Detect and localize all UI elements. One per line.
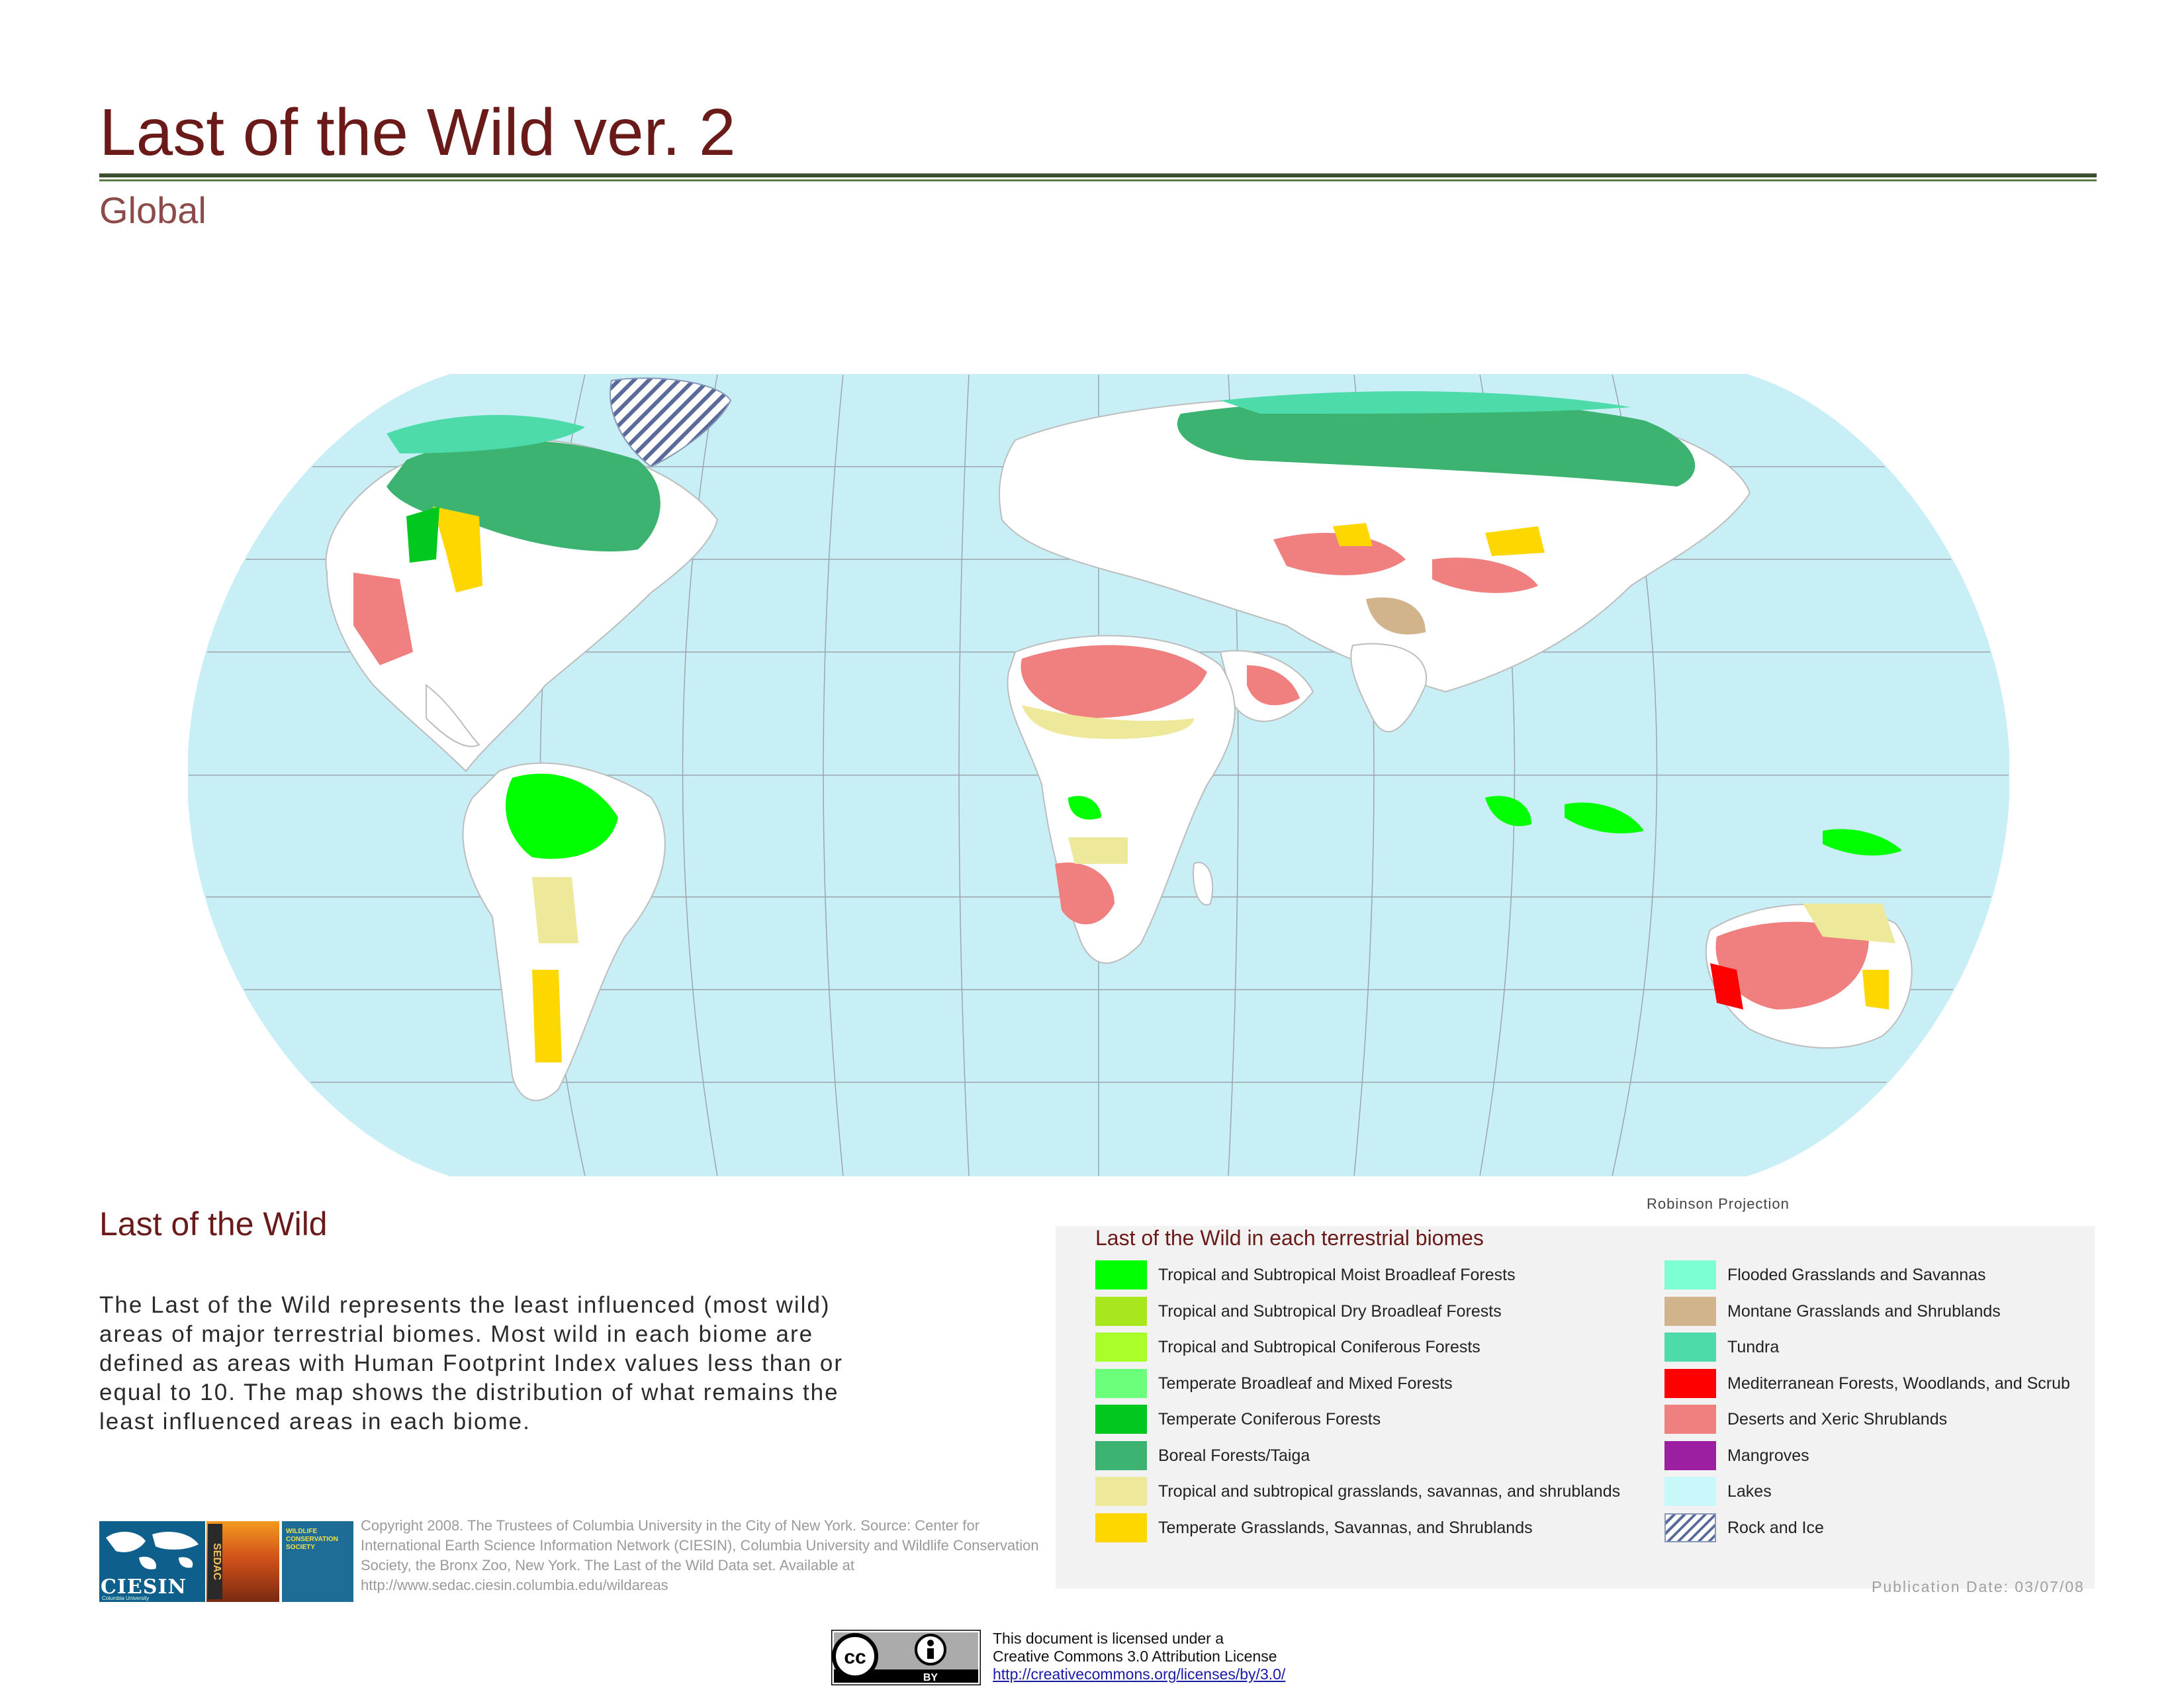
legend: Last of the Wild in each terrestrial bio… bbox=[1056, 1226, 2095, 1589]
greenland bbox=[610, 377, 732, 468]
sedac-logo: SEDAC bbox=[206, 1521, 279, 1602]
description-text: The Last of the Wild represents the leas… bbox=[99, 1292, 844, 1434]
legend-label: Temperate Broadleaf and Mixed Forests bbox=[1158, 1374, 1453, 1393]
legend-swatch bbox=[1095, 1260, 1147, 1289]
world-map-icon bbox=[106, 1531, 199, 1570]
legend-label: Deserts and Xeric Shrublands bbox=[1727, 1410, 1948, 1429]
wcs-logo: WILDLIFE CONSERVATION SOCIETY bbox=[282, 1521, 353, 1602]
legend-label: Tropical and Subtropical Coniferous Fore… bbox=[1158, 1338, 1480, 1356]
legend-swatch bbox=[1095, 1513, 1147, 1542]
publication-date: Publication Date: 03/07/08 bbox=[1872, 1578, 2085, 1595]
legend-swatch bbox=[1664, 1477, 1716, 1506]
wcs-wordmark: WILDLIFE CONSERVATION SOCIETY bbox=[286, 1528, 338, 1551]
legend-title: Last of the Wild in each terrestrial bio… bbox=[1095, 1226, 1484, 1250]
south-america bbox=[462, 762, 666, 1102]
legend-swatch bbox=[1664, 1260, 1716, 1289]
license-line-2: Creative Commons 3.0 Attribution License bbox=[993, 1648, 1277, 1665]
license-line-1: This document is licensed under a bbox=[993, 1630, 1224, 1647]
ciesin-wordmark: CIESIN bbox=[101, 1575, 187, 1599]
north-america bbox=[325, 414, 719, 773]
legend-swatch bbox=[1095, 1368, 1147, 1398]
title-rule bbox=[99, 173, 2097, 177]
africa bbox=[1007, 635, 1236, 964]
legend-label: Tropical and Subtropical Moist Broadleaf… bbox=[1158, 1266, 1516, 1284]
legend-label: Rock and Ice bbox=[1727, 1518, 1824, 1537]
creative-commons-badge[interactable]: cc BY bbox=[831, 1630, 981, 1685]
sedac-wordmark: SEDAC bbox=[208, 1524, 222, 1599]
copyright-text: Copyright 2008. The Trustees of Columbia… bbox=[361, 1517, 1039, 1593]
legend-label: Mangroves bbox=[1727, 1446, 1809, 1465]
legend-swatch bbox=[1664, 1513, 1716, 1542]
cc-by-text: BY bbox=[923, 1672, 938, 1683]
projection-label: Robinson Projection bbox=[1647, 1196, 1790, 1212]
ciesin-subtext: Columbia University bbox=[102, 1595, 150, 1601]
title-rule-thin bbox=[99, 179, 2097, 181]
legend-swatch bbox=[1095, 1405, 1147, 1434]
eurasia bbox=[999, 391, 1751, 833]
page-title: Last of the Wild ver. 2 bbox=[99, 95, 736, 169]
legend-swatch bbox=[1664, 1333, 1716, 1362]
legend-label: Temperate Coniferous Forests bbox=[1158, 1410, 1381, 1429]
attribution-icon bbox=[927, 1640, 934, 1646]
partner-logos: CIESIN Columbia University SEDAC WILDLIF… bbox=[99, 1521, 353, 1602]
legend-swatch bbox=[1664, 1368, 1716, 1398]
legend-swatch bbox=[1095, 1440, 1147, 1470]
legend-swatch bbox=[1095, 1296, 1147, 1326]
legend-swatch bbox=[1664, 1440, 1716, 1470]
legend-label: Flooded Grasslands and Savannas bbox=[1727, 1266, 1986, 1284]
legend-label: Boreal Forests/Taiga bbox=[1158, 1446, 1310, 1465]
legend-label: Tundra bbox=[1727, 1338, 1780, 1356]
legend-label: Temperate Grasslands, Savannas, and Shru… bbox=[1158, 1518, 1533, 1537]
legend-label: Tropical and subtropical grasslands, sav… bbox=[1158, 1482, 1621, 1501]
license-block: This document is licensed under a Creati… bbox=[993, 1630, 1285, 1683]
cc-badge-text: cc bbox=[844, 1646, 866, 1668]
legend-label: Lakes bbox=[1727, 1482, 1772, 1501]
page-subtitle: Global bbox=[99, 189, 206, 231]
section-heading: Last of the Wild bbox=[99, 1205, 328, 1243]
legend-label: Tropical and Subtropical Dry Broadleaf F… bbox=[1158, 1301, 1502, 1321]
legend-swatch bbox=[1095, 1333, 1147, 1362]
legend-label: Mediterranean Forests, Woodlands, and Sc… bbox=[1727, 1374, 2070, 1393]
license-link[interactable]: http://creativecommons.org/licenses/by/3… bbox=[993, 1665, 1286, 1683]
legend-swatch bbox=[1095, 1477, 1147, 1506]
legend-swatch bbox=[1664, 1405, 1716, 1434]
legend-swatch bbox=[1664, 1296, 1716, 1326]
world-map bbox=[188, 374, 2009, 1176]
ciesin-logo: CIESIN Columbia University bbox=[99, 1521, 205, 1602]
legend-label: Montane Grasslands and Shrublands bbox=[1727, 1301, 2001, 1321]
